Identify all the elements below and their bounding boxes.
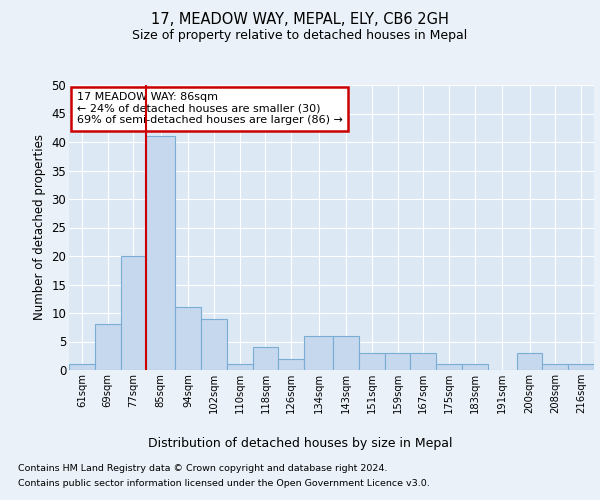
Bar: [69, 364, 95, 370]
Bar: [333, 336, 359, 370]
Y-axis label: Number of detached properties: Number of detached properties: [33, 134, 46, 320]
Bar: [175, 308, 201, 370]
Bar: [462, 364, 488, 370]
Text: Contains public sector information licensed under the Open Government Licence v3: Contains public sector information licen…: [18, 479, 430, 488]
Bar: [227, 364, 253, 370]
Bar: [95, 324, 121, 370]
Bar: [121, 256, 146, 370]
Text: Size of property relative to detached houses in Mepal: Size of property relative to detached ho…: [133, 29, 467, 42]
Bar: [436, 364, 462, 370]
Text: 17, MEADOW WAY, MEPAL, ELY, CB6 2GH: 17, MEADOW WAY, MEPAL, ELY, CB6 2GH: [151, 12, 449, 28]
Bar: [201, 318, 227, 370]
Bar: [385, 353, 410, 370]
Bar: [410, 353, 436, 370]
Bar: [568, 364, 594, 370]
Text: 17 MEADOW WAY: 86sqm
← 24% of detached houses are smaller (30)
69% of semi-detac: 17 MEADOW WAY: 86sqm ← 24% of detached h…: [77, 92, 343, 126]
Bar: [278, 358, 304, 370]
Bar: [146, 136, 175, 370]
Bar: [304, 336, 333, 370]
Text: Distribution of detached houses by size in Mepal: Distribution of detached houses by size …: [148, 438, 452, 450]
Bar: [517, 353, 542, 370]
Bar: [542, 364, 568, 370]
Bar: [359, 353, 385, 370]
Bar: [253, 347, 278, 370]
Text: Contains HM Land Registry data © Crown copyright and database right 2024.: Contains HM Land Registry data © Crown c…: [18, 464, 388, 473]
